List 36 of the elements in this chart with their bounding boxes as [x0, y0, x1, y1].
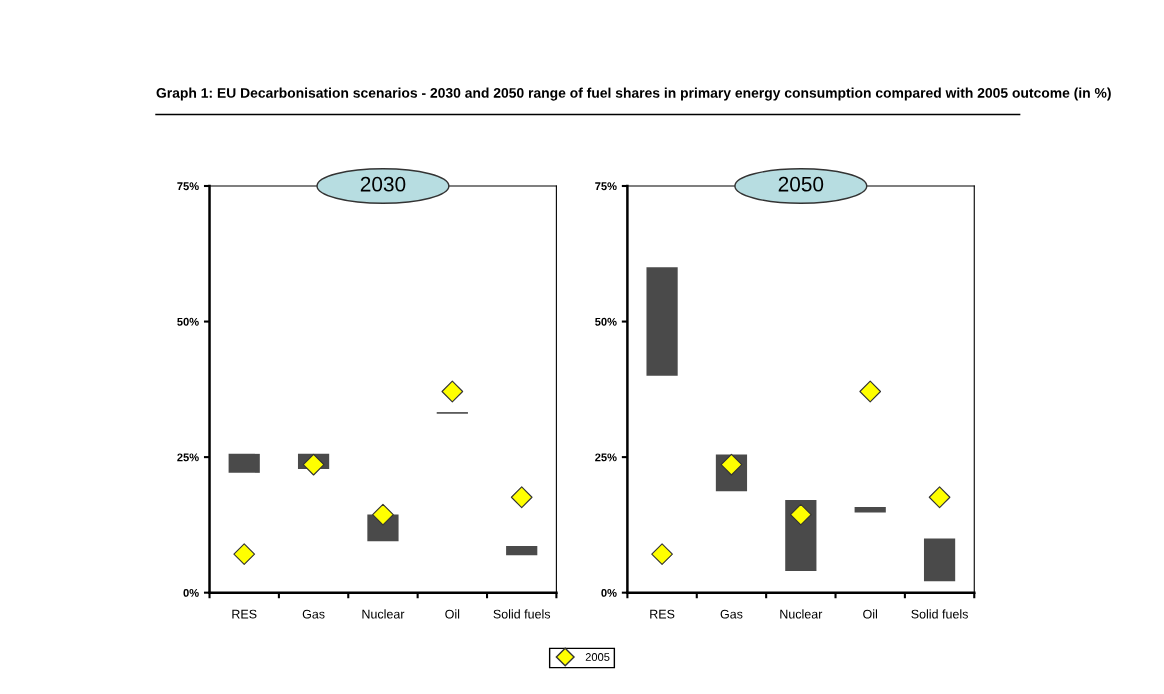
chart-subtitle: 2050: [778, 176, 824, 192]
x-tick-label: Solid fuels: [911, 609, 968, 619]
y-tick-label: 75%: [595, 182, 617, 191]
point: [233, 543, 256, 566]
x-tick-label: RES: [232, 609, 257, 619]
point: [372, 503, 394, 526]
point: [651, 543, 673, 566]
y-tick-label: 0%: [601, 588, 617, 597]
x-tick-label: Oil: [445, 609, 460, 619]
y-tick-label: 25%: [595, 453, 617, 462]
text: Graph 1: EU Decarbonisation scenarios - 2030 and 2050 range of fuel shares in primary energy consumption compared with 2005 outcome (in %): [156, 87, 1111, 101]
y-tick-label: 50%: [595, 317, 617, 326]
bar: [506, 546, 538, 556]
bar: [923, 538, 956, 582]
x-tick-label: RES: [650, 609, 675, 619]
x-tick-label: Nuclear: [780, 609, 823, 619]
point: [928, 486, 951, 509]
y-tick-label: 0%: [183, 588, 199, 597]
point: [441, 380, 464, 403]
point: [302, 453, 325, 476]
y-tick-label: 25%: [177, 453, 199, 462]
x-tick-label: Nuclear: [362, 609, 405, 619]
x-tick-label: Gas: [302, 609, 325, 619]
x-tick-label: Oil: [863, 609, 878, 619]
x-tick-label: Solid fuels: [493, 609, 551, 619]
y-tick-label: 75%: [177, 182, 199, 191]
point: [510, 486, 533, 509]
y-tick-label: 50%: [177, 317, 199, 326]
bar: [228, 453, 260, 473]
bar: [646, 267, 678, 376]
point: [789, 503, 812, 526]
bar: [854, 507, 886, 513]
chart-subtitle: 2030: [360, 176, 406, 192]
x-tick-label: Gas: [720, 609, 743, 619]
legend-label: 2005: [585, 653, 610, 661]
point: [859, 380, 882, 403]
